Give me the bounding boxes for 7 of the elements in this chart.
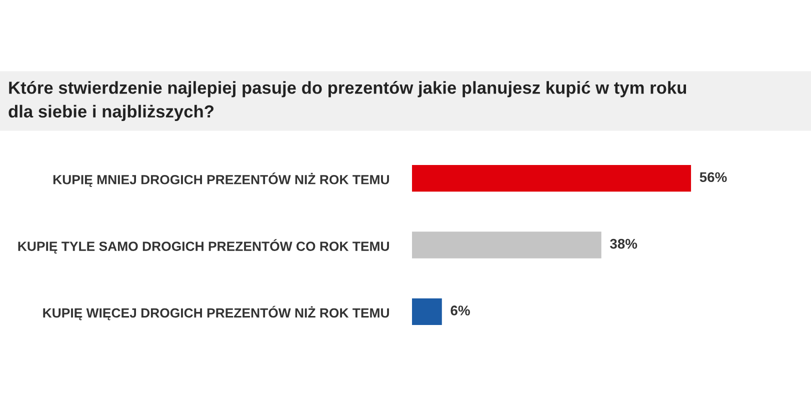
chart-title: Które stwierdzenie najlepiej pasuje do prezentów jakie planujesz kupić w tym roku dla siebie i najbliższych? [8, 80, 686, 122]
data-label: 6% [450, 306, 470, 316]
y-tick-label: KUPIĘ WIĘCEJ DROGICH PREZENTÓW NIŻ ROK TEMU [43, 306, 389, 320]
data-label: 56% [700, 172, 727, 182]
y-tick-label: KUPIĘ TYLE SAMO DROGICH PREZENTÓW CO ROK TEMU [18, 239, 389, 254]
y-tick-label: KUPIĘ MNIEJ DROGICH PREZENTÓW NIŻ ROK TEMU [53, 172, 389, 187]
data-label: 38% [610, 238, 638, 249]
